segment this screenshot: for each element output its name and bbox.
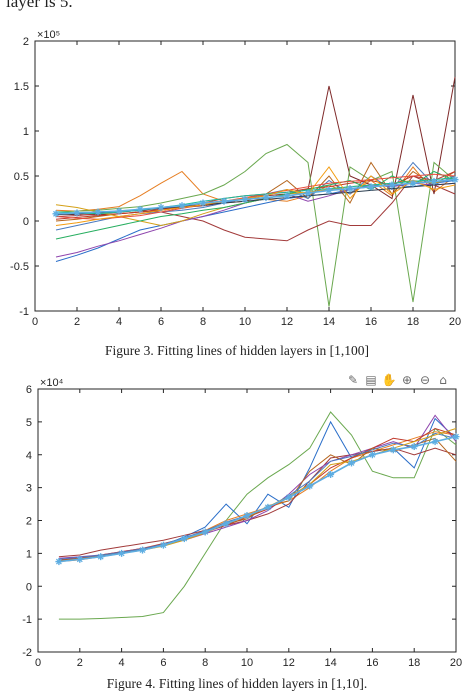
fig4-series-marker bbox=[348, 459, 355, 467]
fig3-x-tick-label: 8 bbox=[200, 316, 206, 328]
fig3-series-marker bbox=[178, 202, 186, 210]
figure-3-chart: 0 2 4 6 8 10 12 14 16 18 20 -1 -0.5 0 0.5 1 1.5 2 ×10⁵ bbox=[10, 29, 461, 328]
fig3-exponent-label: ×10⁵ bbox=[37, 29, 60, 41]
fig4-x-tick-label: 18 bbox=[408, 657, 420, 669]
fig3-y-tick-label: 0 bbox=[23, 216, 29, 228]
fig4-series-marker bbox=[264, 503, 272, 511]
fig3-series-marker bbox=[451, 176, 459, 184]
fig4-series-marker bbox=[139, 546, 146, 554]
fig3-series-marker bbox=[220, 197, 228, 205]
fig3-series-marker bbox=[283, 192, 291, 200]
fig4-series-marker bbox=[306, 482, 314, 490]
fig4-y-tick-label: 4 bbox=[26, 450, 32, 462]
fig4-y-tick-label: -2 bbox=[22, 647, 32, 659]
fig3-y-tick-label: 1 bbox=[23, 126, 29, 138]
fig3-x-tick-label: 16 bbox=[365, 316, 377, 328]
fig4-series-marker bbox=[452, 433, 460, 441]
figure-4-caption: Figure 4. Fitting lines of hidden layers… bbox=[106, 676, 368, 691]
fig4-x-tick-label: 2 bbox=[77, 657, 83, 669]
fig4-y-tick-label: 5 bbox=[26, 417, 32, 429]
home-icon[interactable]: ⌂ bbox=[439, 373, 447, 387]
pan-hand-icon[interactable]: ✋ bbox=[381, 373, 397, 387]
fig4-series-line-1 bbox=[58, 411, 457, 620]
fig3-plot-area bbox=[34, 40, 456, 312]
fig3-series-marker bbox=[409, 179, 417, 187]
fig3-x-tick-label: 18 bbox=[407, 316, 419, 328]
fig3-x-tick-label: 0 bbox=[32, 316, 38, 328]
fig3-series-marker bbox=[430, 177, 438, 185]
zoom-out-icon[interactable]: ⊖ bbox=[419, 373, 431, 387]
fig3-x-tick-label: 20 bbox=[449, 316, 461, 328]
brush-icon[interactable]: ✎ bbox=[347, 373, 359, 387]
fig3-series-marker bbox=[199, 199, 207, 207]
fig3-x-tick-label: 2 bbox=[74, 316, 80, 328]
fig3-series-line-3 bbox=[55, 143, 456, 307]
fig4-x-tick-label: 12 bbox=[283, 657, 295, 669]
fig4-series-marker bbox=[97, 553, 105, 561]
fig3-x-tick-label: 4 bbox=[116, 316, 122, 328]
fig4-y-tick-label: 3 bbox=[26, 483, 32, 495]
figure-3-caption: Figure 3. Fitting lines of hidden layers… bbox=[105, 343, 369, 358]
fig4-x-tick-label: 14 bbox=[324, 657, 336, 669]
plot-toolbar: ✎ ▤ ✋ ⊕ ⊖ ⌂ bbox=[345, 373, 451, 387]
fig4-series-marker bbox=[180, 535, 188, 543]
fig4-series-marker bbox=[327, 470, 335, 478]
fig4-series-marker bbox=[76, 555, 84, 563]
fig3-y-tick-label: 2 bbox=[23, 36, 29, 48]
preceding-text-line: layer is 5. bbox=[6, 0, 73, 11]
fig3-y-tick-label: -0.5 bbox=[10, 261, 29, 273]
fig3-series-marker bbox=[367, 183, 375, 191]
fig4-x-tick-label: 0 bbox=[35, 657, 41, 669]
zoom-in-icon[interactable]: ⊕ bbox=[401, 373, 413, 387]
fig4-series-marker bbox=[222, 520, 230, 528]
fig4-y-tick-label: 1 bbox=[26, 548, 32, 560]
fig3-series-marker bbox=[388, 181, 396, 189]
fig3-series-marker bbox=[136, 205, 144, 213]
fig4-y-tick-label: -1 bbox=[22, 614, 32, 626]
fig3-x-tick-label: 10 bbox=[239, 316, 251, 328]
fig3-x-tick-label: 12 bbox=[281, 316, 293, 328]
fig4-series-marker bbox=[410, 443, 418, 451]
fig3-series-marker bbox=[73, 209, 81, 217]
fig3-series-marker bbox=[94, 208, 102, 216]
fig4-series-marker bbox=[118, 549, 126, 557]
fig4-y-tick-label: 2 bbox=[26, 516, 32, 528]
fig4-series-marker bbox=[285, 493, 293, 501]
fig3-series-marker bbox=[262, 194, 270, 202]
fig4-series-marker bbox=[55, 558, 63, 566]
fig3-series-marker bbox=[304, 189, 312, 197]
fig4-x-tick-label: 10 bbox=[241, 657, 253, 669]
fig3-x-tick-label: 14 bbox=[323, 316, 335, 328]
fig3-series-marker bbox=[52, 210, 60, 218]
fig3-y-tick-label: 1.5 bbox=[14, 81, 29, 93]
fig4-series-marker bbox=[431, 438, 439, 446]
fig3-series-marker bbox=[346, 185, 354, 193]
fig3-y-tick-label: 0.5 bbox=[14, 171, 29, 183]
fig4-series-line-4 bbox=[58, 447, 457, 558]
fig3-x-tick-label: 6 bbox=[158, 316, 164, 328]
fig4-series-marker bbox=[201, 528, 209, 536]
datatip-icon[interactable]: ▤ bbox=[365, 373, 377, 387]
fig3-series-marker bbox=[157, 204, 165, 211]
fig4-exponent-label: ×10⁴ bbox=[40, 377, 64, 389]
fig3-series-marker bbox=[325, 186, 333, 194]
fig4-x-tick-label: 16 bbox=[366, 657, 378, 669]
fig4-series-marker bbox=[389, 446, 397, 454]
fig4-y-tick-label: 6 bbox=[26, 384, 32, 396]
fig3-series-marker bbox=[115, 207, 123, 215]
fig3-series-marker bbox=[241, 195, 249, 203]
fig3-series-line-15 bbox=[55, 166, 456, 226]
fig3-series-line-12 bbox=[55, 173, 456, 220]
fig4-series-marker bbox=[368, 451, 376, 459]
fig3-y-tick-label: -1 bbox=[19, 306, 29, 318]
fig4-x-tick-label: 8 bbox=[202, 657, 208, 669]
fig4-x-tick-label: 6 bbox=[160, 657, 166, 669]
fig4-x-tick-label: 20 bbox=[450, 657, 462, 669]
fig4-x-tick-label: 4 bbox=[119, 657, 125, 669]
fig4-y-tick-label: 0 bbox=[26, 581, 32, 593]
fig4-series-marker bbox=[243, 512, 251, 520]
fig4-series-marker bbox=[159, 541, 167, 549]
